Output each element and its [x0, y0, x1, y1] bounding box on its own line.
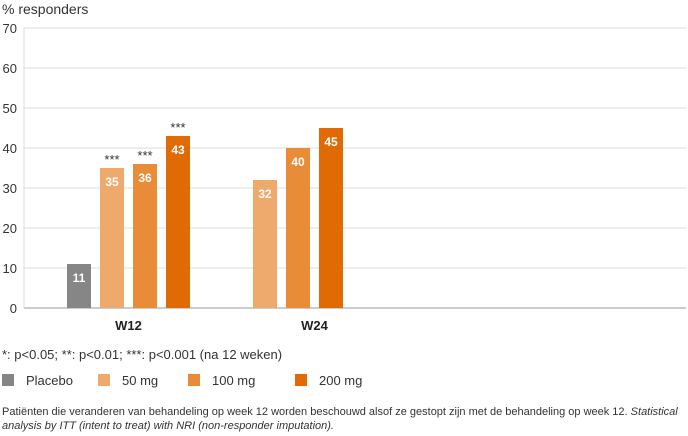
bar-value-label: 45: [324, 135, 338, 149]
bar: [286, 148, 310, 308]
legend-label: 100 mg: [212, 373, 256, 388]
y-tick-label: 30: [3, 181, 17, 196]
bar: [67, 264, 91, 308]
bar-chart: % responders 0 10 20 30 40 50 60 70 11 35 *** 36 **…: [2, 1, 686, 333]
note-text: Patiënten die veranderen van behandeling…: [2, 406, 631, 418]
bar: [133, 164, 157, 308]
bar: [100, 168, 124, 308]
legend-swatch: [188, 374, 200, 386]
legend-label: 200 mg: [319, 373, 363, 388]
note-italic: Statistical analysis by ITT (intent to t…: [2, 406, 678, 432]
bar-value-label: 35: [105, 175, 119, 189]
y-axis-label: % responders: [2, 1, 88, 17]
legend: Placebo 50 mg 100 mg 200 mg: [2, 372, 682, 390]
bar-value-label: 32: [258, 187, 272, 201]
legend-label: Placebo: [26, 373, 73, 388]
legend-label: 50 mg: [122, 373, 159, 388]
y-tick-label: 10: [3, 261, 17, 276]
legend-swatch: [295, 374, 307, 386]
y-tick-label: 0: [10, 301, 17, 316]
y-tick-label: 60: [3, 61, 17, 76]
bar: [166, 136, 190, 308]
y-tick-label: 20: [3, 221, 17, 236]
bar: [253, 180, 277, 308]
bar: [319, 128, 343, 308]
y-tick-label: 40: [3, 141, 17, 156]
legend-swatch: [2, 374, 14, 386]
bars: 11 35 *** 36 *** 43 *** 32 40 45: [67, 120, 343, 308]
bar-value-label: 11: [73, 271, 86, 285]
significance-marker: ***: [170, 120, 185, 135]
x-axis-categories: W12 W24: [115, 318, 329, 333]
legend-swatch: [98, 374, 110, 386]
significance-marker: ***: [104, 152, 119, 167]
bar-value-label: 43: [171, 143, 185, 157]
y-tick-label: 70: [3, 21, 17, 36]
significance-footnote: *: p<0.05; **: p<0.01; ***: p<0.001 (na …: [2, 347, 283, 362]
x-category-label: W12: [115, 318, 142, 333]
x-category-label: W24: [301, 318, 329, 333]
y-tick-label: 50: [3, 101, 17, 116]
bar-value-label: 40: [291, 155, 305, 169]
y-axis-ticks: 0 10 20 30 40 50 60 70: [3, 21, 17, 316]
methodology-note: Patiënten die veranderen van behandeling…: [2, 405, 686, 433]
significance-marker: ***: [137, 148, 152, 163]
bar-value-label: 36: [138, 171, 152, 185]
